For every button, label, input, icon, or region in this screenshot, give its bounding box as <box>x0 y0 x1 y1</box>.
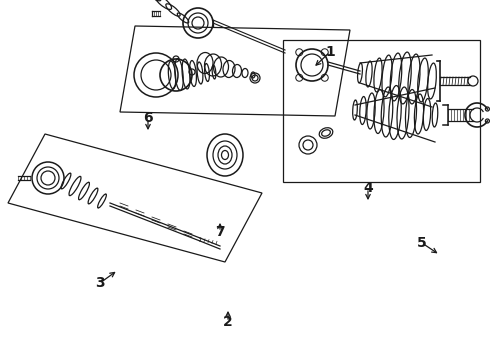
Text: 7: 7 <box>215 225 225 239</box>
Text: 5: 5 <box>417 236 427 250</box>
Text: 6: 6 <box>143 111 153 125</box>
Text: 3: 3 <box>95 276 105 290</box>
Text: 1: 1 <box>325 45 335 59</box>
Text: 2: 2 <box>223 315 233 329</box>
Text: 4: 4 <box>363 181 373 195</box>
